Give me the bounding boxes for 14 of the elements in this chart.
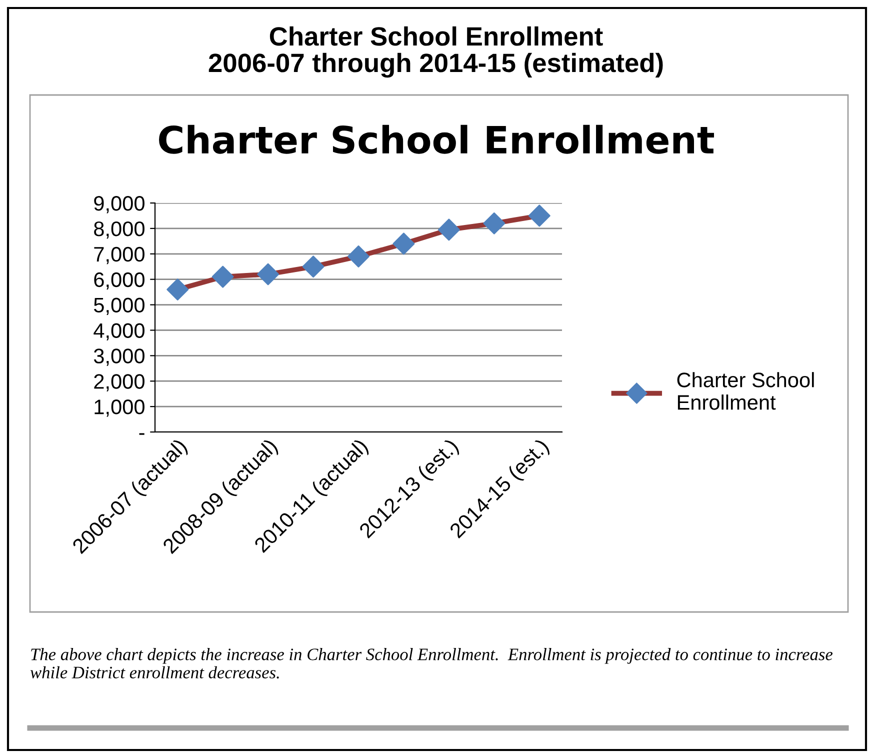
- y-tick-label: 8,000: [94, 221, 144, 239]
- y-tick-label: 2,000: [94, 374, 144, 392]
- y-tick-label: 5,000: [94, 298, 144, 315]
- legend-label: Charter School Enrollment: [677, 372, 814, 410]
- y-tick-label: 7,000: [94, 246, 144, 264]
- y-tick-label: 1,000: [94, 400, 144, 417]
- y-tick-label: 3,000: [94, 348, 144, 366]
- text: The above chart depicts the increase in Charter School Enrollment. Enrollment is projected to continue to increase while District enrollment decreases.: [30, 648, 833, 678]
- chart-subtitle: Charter School Enrollment: [159, 124, 714, 154]
- y-tick-label: 9,000: [94, 196, 144, 214]
- chart-title: Charter School Enrollment 2006-07 through 2014-15 (estimated): [208, 26, 663, 78]
- y-tick-label: 4,000: [94, 323, 144, 340]
- y-tick-label: 6,000: [94, 272, 144, 290]
- y-tick-label: -: [139, 433, 144, 435]
